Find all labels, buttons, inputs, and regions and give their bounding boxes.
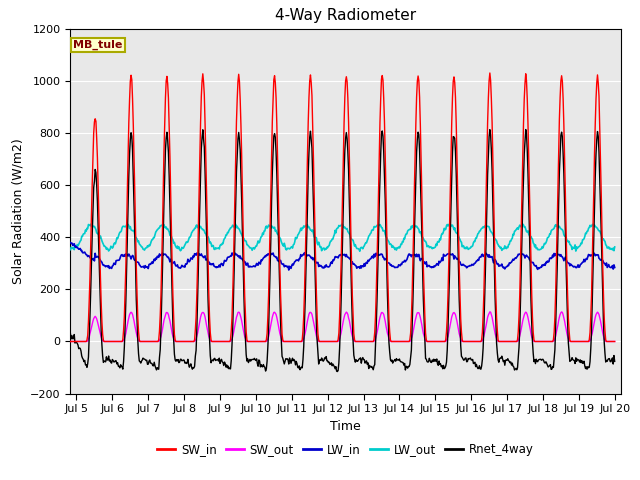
- LW_in: [67, 240, 74, 246]
- SW_in: [510, 338, 518, 344]
- LW_in: [588, 252, 595, 258]
- LW_in: [605, 262, 612, 267]
- LW_out: [319, 246, 326, 252]
- LW_out: [356, 248, 364, 254]
- LW_in: [141, 263, 149, 268]
- Line: Rnet_4way: Rnet_4way: [70, 130, 614, 372]
- SW_in: [588, 293, 595, 299]
- SW_out: [141, 338, 149, 344]
- Line: LW_in: LW_in: [70, 243, 614, 270]
- LW_out: [294, 232, 301, 238]
- LW_in: [285, 267, 292, 273]
- Y-axis label: Solar Radiation (W/m2): Solar Radiation (W/m2): [12, 138, 24, 284]
- LW_out: [231, 221, 239, 227]
- SW_in: [293, 338, 301, 344]
- Rnet_4way: [293, 361, 301, 367]
- SW_in: [318, 338, 326, 344]
- SW_out: [510, 338, 518, 344]
- LW_out: [511, 228, 518, 234]
- Rnet_4way: [333, 369, 341, 374]
- X-axis label: Time: Time: [330, 420, 361, 432]
- Legend: SW_in, SW_out, LW_in, LW_out, Rnet_4way: SW_in, SW_out, LW_in, LW_out, Rnet_4way: [152, 438, 539, 461]
- Rnet_4way: [611, 359, 618, 364]
- LW_out: [141, 246, 149, 252]
- SW_in: [611, 338, 618, 344]
- SW_out: [588, 333, 595, 339]
- Title: 4-Way Radiometer: 4-Way Radiometer: [275, 9, 416, 24]
- SW_out: [67, 338, 74, 344]
- SW_out: [605, 338, 612, 344]
- Rnet_4way: [141, 357, 149, 362]
- Rnet_4way: [510, 364, 518, 370]
- LW_out: [611, 244, 618, 250]
- LW_in: [611, 264, 618, 270]
- LW_in: [319, 265, 326, 271]
- LW_out: [67, 247, 74, 252]
- SW_out: [318, 338, 326, 344]
- Rnet_4way: [605, 356, 613, 361]
- Rnet_4way: [588, 297, 596, 303]
- Line: LW_out: LW_out: [70, 224, 614, 251]
- Rnet_4way: [67, 331, 74, 337]
- SW_in: [605, 338, 612, 344]
- LW_out: [588, 223, 596, 228]
- SW_out: [486, 309, 493, 315]
- Text: MB_tule: MB_tule: [73, 40, 122, 50]
- LW_in: [510, 257, 518, 263]
- SW_in: [141, 338, 149, 344]
- Rnet_4way: [522, 127, 529, 132]
- SW_out: [611, 338, 618, 344]
- SW_in: [67, 338, 74, 344]
- LW_in: [294, 257, 301, 263]
- LW_out: [605, 246, 613, 252]
- Line: SW_in: SW_in: [70, 73, 614, 341]
- Line: SW_out: SW_out: [70, 312, 614, 341]
- SW_out: [293, 338, 301, 344]
- Rnet_4way: [318, 355, 326, 361]
- SW_in: [486, 70, 493, 76]
